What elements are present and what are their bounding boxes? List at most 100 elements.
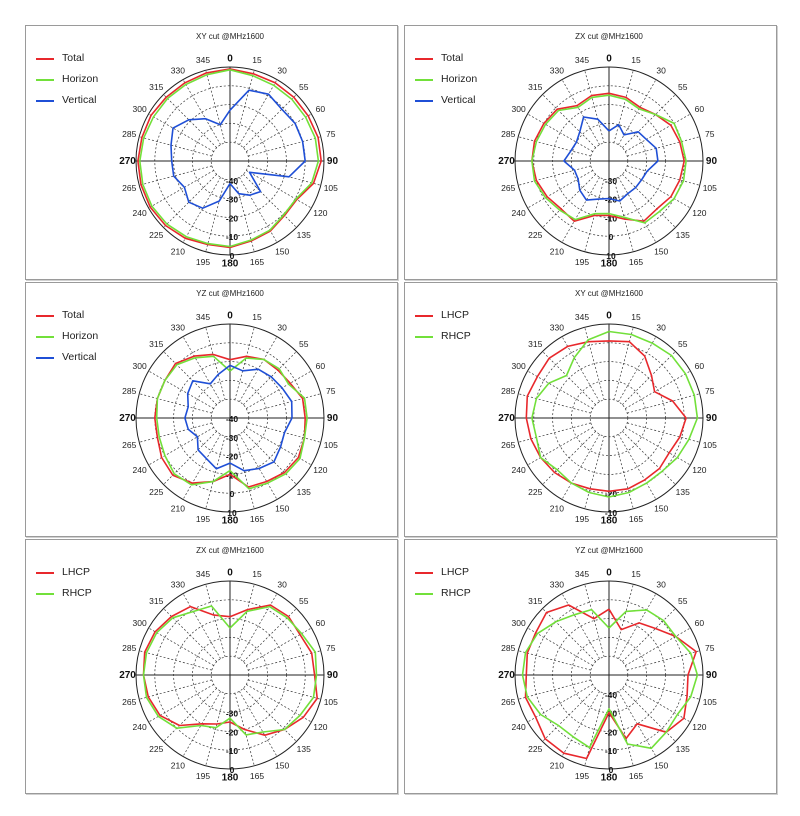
angle-label: 210: [171, 503, 185, 513]
chart-panel-2: ZX cut @MHz1600 0 15 30 55 60 75 90 105 120 135 150…: [404, 25, 777, 280]
angle-label: 195: [575, 771, 589, 781]
grid-spoke: [182, 177, 221, 243]
angle-label: 265: [501, 183, 515, 193]
angle-label: 165: [250, 514, 264, 524]
angle-label: 55: [299, 339, 309, 349]
angle-label: 225: [528, 487, 542, 497]
radial-tick-label: -40: [605, 690, 618, 700]
angle-label: 345: [196, 55, 210, 65]
legend-item-vertical: Vertical: [36, 90, 98, 111]
angle-label: 75: [705, 129, 715, 139]
angle-label: 180: [222, 515, 239, 526]
grid-spoke: [148, 370, 214, 409]
angle-label: 150: [275, 503, 289, 513]
angle-label: 285: [122, 643, 136, 653]
angle-label: 265: [122, 183, 136, 193]
angle-label: 30: [277, 323, 287, 333]
legend-item-lhcp: LHCP: [415, 562, 471, 583]
grid-spoke: [148, 627, 214, 666]
angle-label: 60: [695, 618, 705, 628]
grid-spoke: [148, 170, 214, 209]
angle-label: 210: [550, 246, 564, 256]
legend-item-horizon: Horizon: [415, 69, 477, 90]
legend-item-rhcp: RHCP: [415, 326, 471, 347]
grid-spoke: [248, 679, 321, 700]
polar-chart-1: XY cut @MHz1600 0 15 30 55 60 75 90 105 120 135 150…: [119, 32, 338, 269]
grid-spoke: [542, 431, 596, 485]
angle-label: 55: [678, 82, 688, 92]
angle-label: 135: [676, 744, 690, 754]
angle-label: 150: [654, 503, 668, 513]
chart-panel-6: YZ cut @MHz1600 0 15 30 55 60 75 90 105 120 135 150…: [404, 539, 777, 794]
angle-label: 300: [133, 618, 147, 628]
angle-label: 75: [326, 129, 336, 139]
angle-label: 165: [629, 771, 643, 781]
grid-spoke: [246, 627, 312, 666]
radial-tick-label: -30: [605, 176, 618, 186]
grid-spoke: [613, 70, 634, 143]
grid-spoke: [234, 584, 255, 657]
radial-tick-label: 0: [230, 489, 235, 499]
grid-spoke: [584, 584, 605, 657]
grid-spoke: [139, 393, 212, 414]
chart-title: YZ cut @MHz1600: [575, 546, 643, 555]
grid-spoke: [561, 434, 600, 500]
grid-spoke: [613, 179, 634, 252]
grid-spoke: [518, 393, 591, 414]
radial-tick-label: 10: [227, 508, 237, 518]
radial-tick-label: -40: [226, 176, 239, 186]
angle-label: 330: [550, 323, 564, 333]
legend-item-total: Total: [415, 48, 477, 69]
angle-label: 300: [133, 361, 147, 371]
grid-spoke: [234, 179, 255, 252]
grid-spoke: [627, 422, 700, 443]
angle-label: 210: [550, 760, 564, 770]
grid-spoke: [139, 136, 212, 157]
grid-spoke: [246, 113, 312, 152]
angle-label: 105: [324, 697, 338, 707]
angle-label: 270: [119, 413, 136, 424]
angle-label: 240: [512, 465, 526, 475]
grid-spoke: [625, 684, 691, 723]
angle-label: 15: [631, 312, 641, 322]
grid-spoke: [518, 165, 591, 186]
grid-spoke: [527, 370, 593, 409]
chart-title: ZX cut @MHz1600: [196, 546, 264, 555]
radial-tick-label: -10: [605, 508, 618, 518]
grid-spoke: [205, 70, 226, 143]
angle-label: 345: [575, 312, 589, 322]
angle-label: 60: [316, 104, 326, 114]
grid-spoke: [243, 431, 297, 485]
angle-label: 345: [196, 569, 210, 579]
angle-label: 285: [501, 129, 515, 139]
angle-label: 210: [171, 246, 185, 256]
angle-label: 265: [501, 697, 515, 707]
angle-label: 315: [528, 596, 542, 606]
angle-label: 225: [528, 744, 542, 754]
angle-label: 120: [313, 722, 327, 732]
grid-spoke: [542, 351, 596, 405]
legend-item-total: Total: [36, 305, 98, 326]
angle-label: 150: [654, 760, 668, 770]
chart-panel-1: XY cut @MHz1600 0 15 30 55 60 75 90 105 120 135 150…: [25, 25, 398, 280]
polar-chart-3: YZ cut @MHz1600 0 15 30 55 60 75 90 105 120 135 150…: [119, 289, 338, 526]
legend-label: LHCP: [441, 566, 470, 578]
grid-spoke: [518, 422, 591, 443]
angle-label: 330: [171, 323, 185, 333]
polar-grid: [135, 580, 325, 770]
grid-spoke: [542, 94, 596, 148]
angle-label: 285: [122, 129, 136, 139]
grid-spoke: [234, 436, 255, 509]
polar-grid: [514, 323, 704, 513]
grid-spoke: [625, 170, 691, 209]
grid-spoke: [518, 136, 591, 157]
angle-label: 90: [706, 413, 718, 424]
legend-item-total: Total: [36, 48, 98, 69]
angle-label: 105: [703, 697, 717, 707]
polar-chart-4: XY cut @MHz1600 0 15 30 55 60 75 90 105 120 135 150…: [498, 289, 718, 526]
angle-label: 135: [297, 487, 311, 497]
chart-panel-4: XY cut @MHz1600 0 15 30 55 60 75 90 105 120 135 150…: [404, 282, 777, 537]
angle-label: 135: [676, 487, 690, 497]
chart-panel-5: ZX cut @MHz1600 0 15 30 55 60 75 90 105 120 135 150…: [25, 539, 398, 794]
chart-panel-3: YZ cut @MHz1600 0 15 30 55 60 75 90 105 120 135 150…: [25, 282, 398, 537]
